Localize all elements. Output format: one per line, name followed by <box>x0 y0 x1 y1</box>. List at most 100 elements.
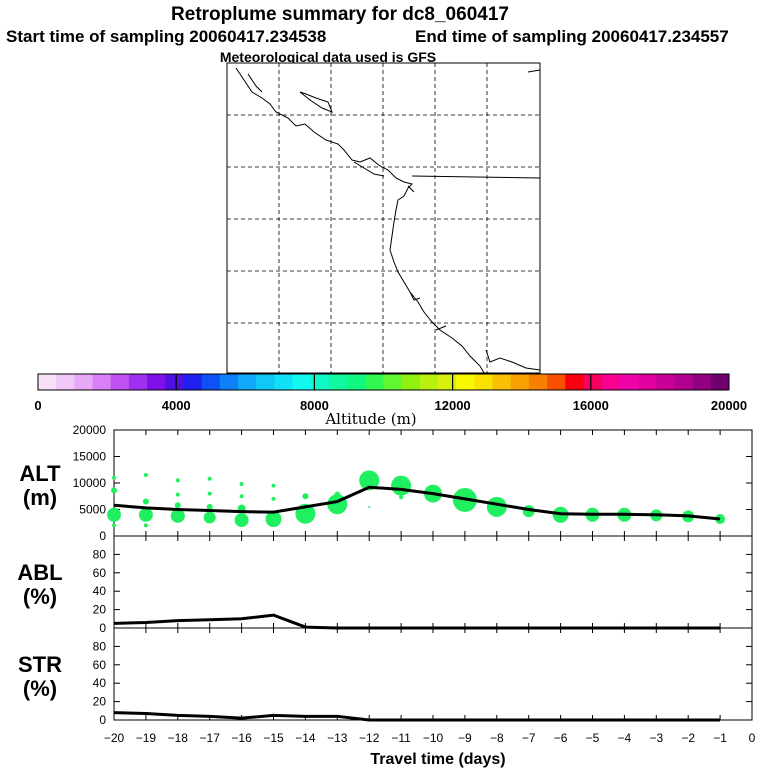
x-tick-label: −4 <box>618 731 632 745</box>
y-tick-label: 0 <box>99 621 106 635</box>
altitude-point <box>203 511 216 524</box>
colorbar-swatch <box>674 374 694 390</box>
colorbar-swatch <box>619 374 639 390</box>
abl-line <box>113 613 721 630</box>
colorbar-frame <box>37 373 730 391</box>
panel-frame-str <box>113 627 753 721</box>
colorbar-swatch <box>383 374 403 390</box>
panel-ylabel-abl: ABL <box>17 560 62 585</box>
panel-ylabel-alt: ALT <box>19 461 61 486</box>
panel-ylabel-str: STR <box>18 652 62 677</box>
altitude-point <box>239 494 244 499</box>
colorbar-swatch <box>74 374 94 390</box>
x-tick-label: 0 <box>749 731 756 745</box>
colorbar-swatch <box>510 374 530 390</box>
altitude-point <box>234 513 249 528</box>
colorbar-swatch <box>710 374 730 390</box>
colorbar-swatch <box>219 374 239 390</box>
colorbar-swatch <box>401 374 421 390</box>
altitude-point <box>112 523 116 528</box>
altitude-point <box>271 483 276 488</box>
colorbar-swatch <box>38 374 57 390</box>
altitude-point <box>265 511 282 528</box>
altitude-point <box>399 495 404 500</box>
x-tick-label: −6 <box>554 731 568 745</box>
panel-ylabel-unit: (%) <box>23 676 57 701</box>
colorbar-swatch <box>528 374 548 390</box>
altitude-point <box>271 496 276 501</box>
colorbar-swatch <box>238 374 257 390</box>
colorbar-swatch <box>328 374 348 390</box>
y-tick-label: 40 <box>93 676 107 690</box>
colorbar-swatch <box>110 374 130 390</box>
x-axis-label: Travel time (days) <box>370 751 505 768</box>
altitude-point <box>206 503 213 510</box>
colorbar-tick-label: 4000 <box>162 398 191 413</box>
y-tick-label: 0 <box>99 529 106 543</box>
colorbar-swatch <box>201 374 221 390</box>
colorbar-swatch <box>438 374 457 390</box>
altitude-colorbar <box>37 373 730 391</box>
colorbar-swatch <box>565 374 585 390</box>
panel-frame-abl <box>113 535 753 629</box>
median-altitude-line <box>113 485 721 521</box>
colorbar-swatch <box>256 374 275 390</box>
colorbar-swatch <box>492 374 512 390</box>
colorbar-swatch <box>147 374 166 390</box>
coastline <box>235 67 541 374</box>
y-tick-label: 40 <box>93 584 107 598</box>
colorbar-swatch <box>419 374 439 390</box>
altitude-point <box>207 491 212 496</box>
y-tick-label: 80 <box>93 547 107 561</box>
y-tick-label: 80 <box>93 639 107 653</box>
colorbar-swatch <box>92 374 112 390</box>
colorbar-swatch <box>583 374 603 390</box>
colorbar-ticks: 0 4000 8000 12000 16000 20000 <box>34 374 747 413</box>
x-tick-label: −9 <box>458 731 472 745</box>
panel-ylabel-unit: (m) <box>23 485 57 510</box>
altitude-point <box>111 487 117 494</box>
altitude-point <box>112 475 116 480</box>
x-tick-label: −14 <box>295 731 316 745</box>
x-tick-label: −5 <box>586 731 600 745</box>
colorbar-tick-label: 20000 <box>711 398 747 413</box>
colorbar-swatch <box>547 374 566 390</box>
colorbar-tick-label: 8000 <box>300 398 329 413</box>
end-time-label: End time of sampling 20060417.234557 <box>415 27 729 46</box>
x-tick-label: −12 <box>359 731 380 745</box>
y-tick-label: 60 <box>93 658 107 672</box>
y-tick-label: 20 <box>93 603 107 617</box>
colorbar-swatch <box>638 374 657 390</box>
altitude-point <box>174 502 181 509</box>
colorbar-swatch <box>292 374 312 390</box>
y-tick-label: 10000 <box>73 476 107 490</box>
altitude-point <box>391 475 412 496</box>
colorbar-swatch <box>474 374 494 390</box>
x-tick-label: −15 <box>263 731 284 745</box>
altitude-point <box>359 470 380 491</box>
x-tick-label: −19 <box>136 731 157 745</box>
x-tick-label: −10 <box>423 731 444 745</box>
colorbar-swatch <box>365 374 384 390</box>
altitude-point <box>175 492 180 497</box>
y-tick-label: 5000 <box>79 503 106 517</box>
colorbar-tick-label: 16000 <box>573 398 609 413</box>
altitude-point <box>239 482 244 487</box>
colorbar-swatch <box>56 374 75 390</box>
colorbar-swatch <box>128 374 148 390</box>
colorbar-swatch <box>656 374 675 390</box>
colorbar-swatch <box>165 374 184 390</box>
altitude-point <box>207 476 212 481</box>
colorbar-swatch <box>692 374 712 390</box>
x-tick-label: −18 <box>168 731 189 745</box>
colorbar-label: Altitude (m) <box>324 410 416 428</box>
start-time-label: Start time of sampling 20060417.234538 <box>6 27 326 46</box>
y-tick-label: 60 <box>93 566 107 580</box>
altitude-point <box>302 493 309 500</box>
x-tick-label: −16 <box>231 731 252 745</box>
colorbar-swatch <box>310 374 330 390</box>
colorbar-swatch <box>274 374 294 390</box>
x-tick-label: −8 <box>490 731 504 745</box>
colorbar-swatch <box>456 374 475 390</box>
